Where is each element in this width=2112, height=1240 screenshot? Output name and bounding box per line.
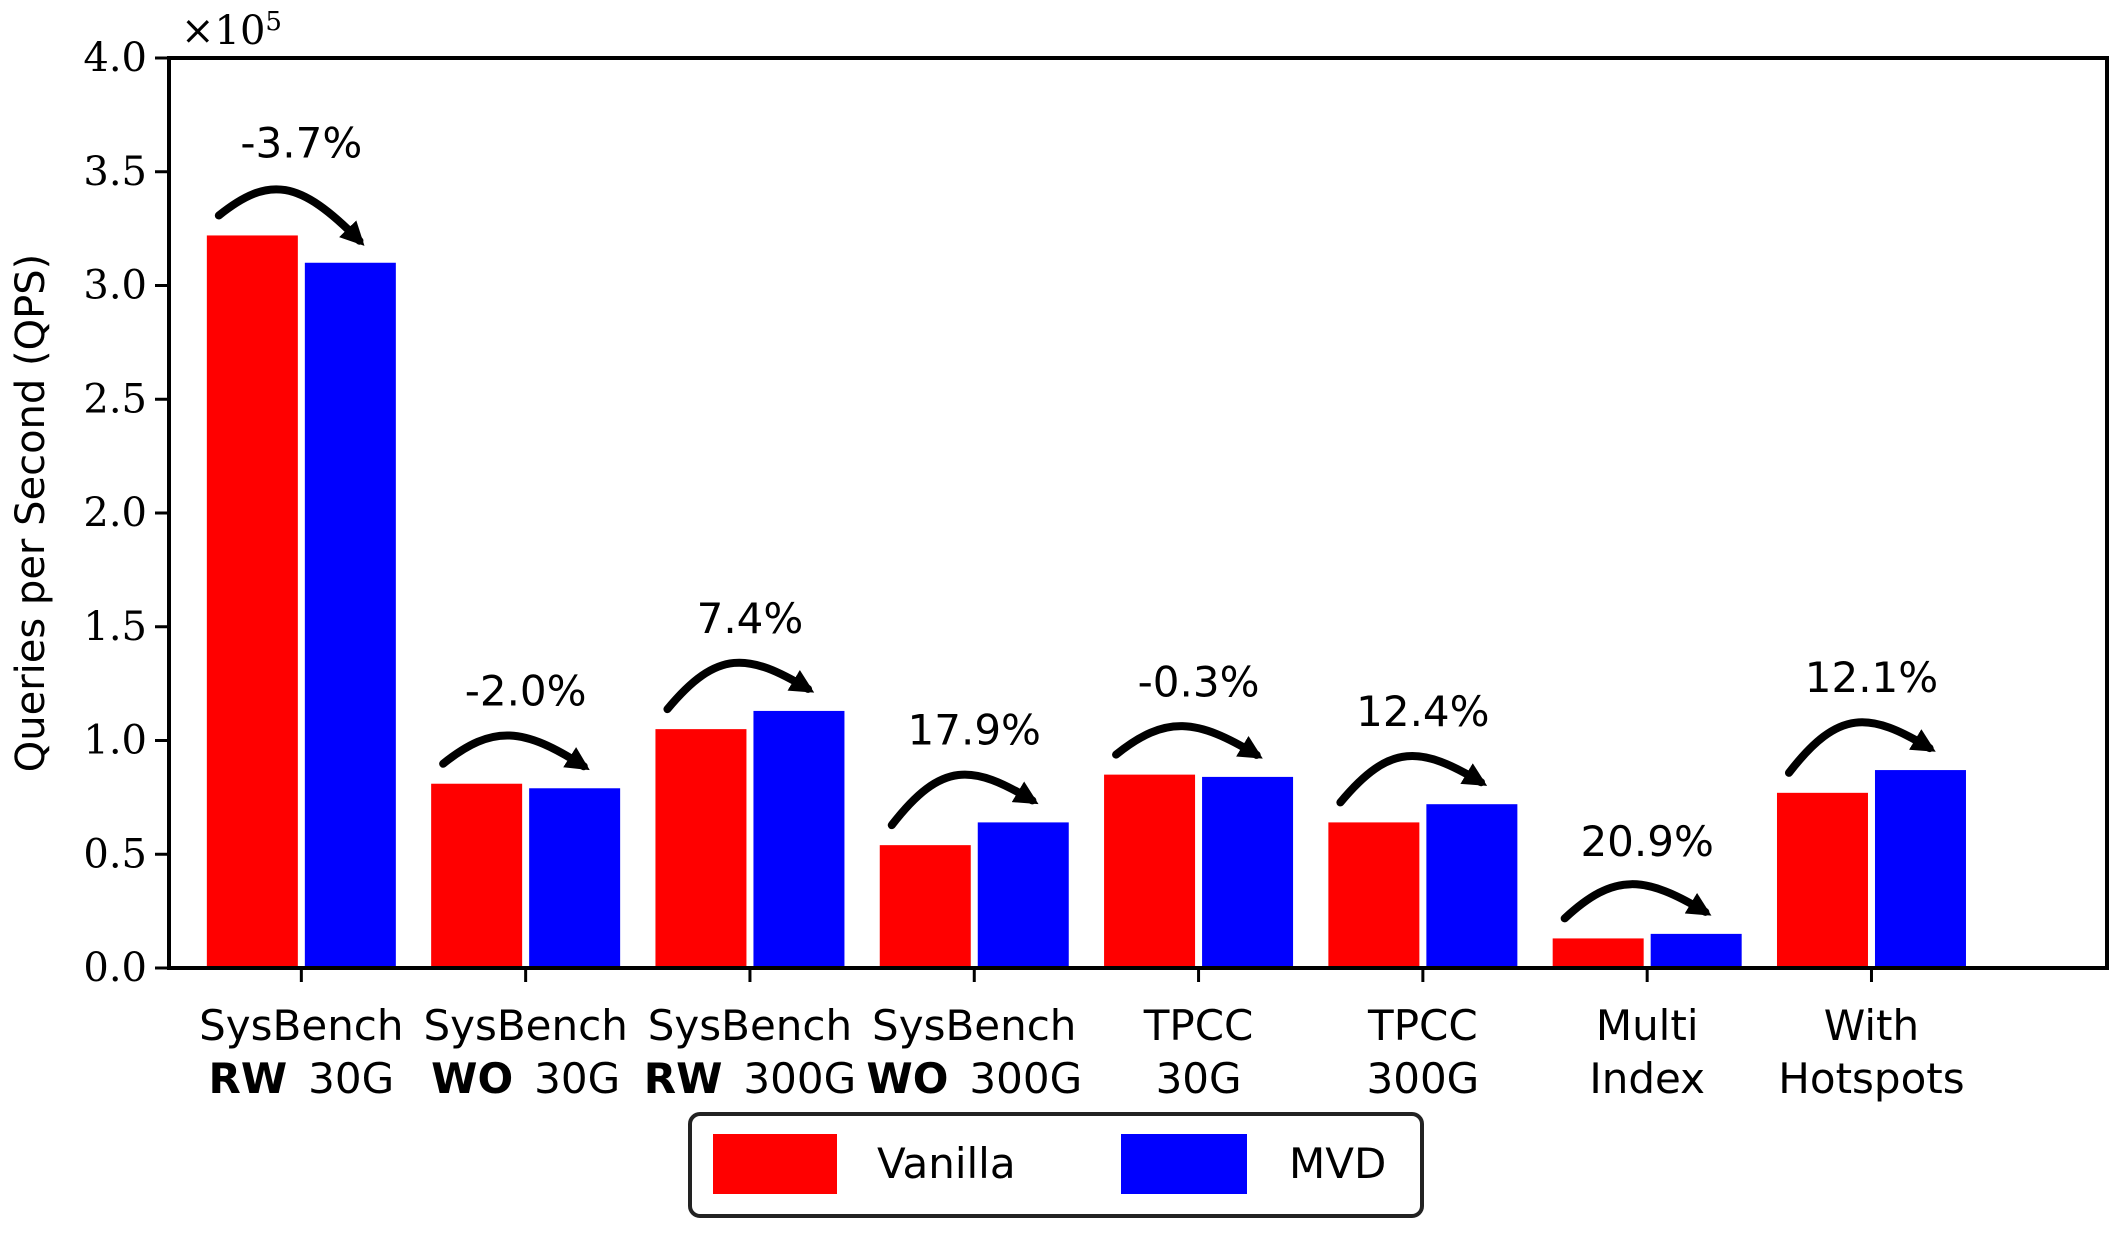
change-annotation: 17.9% [908,705,1041,754]
y-tick-label: 1.5 [83,604,147,650]
x-tick-label-line1: TPCC [1367,1001,1478,1050]
change-annotation: 12.4% [1356,687,1489,736]
legend-label-mvd: MVD [1289,1139,1386,1188]
x-tick-label-line2: Hotspots [1778,1054,1964,1103]
y-axis-label: Queries per Second (QPS) [8,254,54,772]
change-annotation: -2.0% [465,667,587,716]
legend-swatch-vanilla [713,1134,837,1194]
x-tick-label-line2: RW 300G [644,1054,856,1103]
x-tick-label-rest: 30G [513,1054,620,1103]
bar-mvd [1650,933,1742,968]
x-tick-label-rest: Hotspots [1778,1054,1964,1103]
x-tick-label-line2: 300G [1367,1054,1480,1103]
y-tick-label: 4.0 [83,35,147,81]
bar-mvd [753,710,845,968]
x-tick-label-rest: 300G [1367,1054,1480,1103]
bar-vanilla [1776,792,1868,968]
bar-mvd [1874,770,1966,968]
x-tick-label-rest: 30G [1156,1054,1242,1103]
bar-mvd [529,788,621,968]
x-tick-label-rest: 300G [948,1054,1082,1103]
change-arrow [1112,722,1263,759]
change-arrow [1784,718,1936,777]
x-tick-label-rest: Index [1589,1054,1705,1103]
y-axis: 0.0 0.5 1.0 1.5 2.0 2.5 3.0 3.5 4.0 [83,35,169,991]
x-tick-label-bold: RW [644,1054,723,1103]
change-arrow [887,770,1039,830]
change-arrow [1560,880,1712,923]
legend-swatch-mvd [1121,1134,1247,1194]
x-tick-label-line1: TPCC [1143,1001,1254,1050]
y-tick-label: 1.0 [83,718,147,764]
bar-vanilla [1552,938,1644,968]
change-annotation: 20.9% [1580,817,1713,866]
bar-mvd [1202,776,1294,968]
bar-mvd [304,262,396,968]
y-tick-label: 3.5 [83,149,147,195]
bar-vanilla [1328,822,1420,968]
change-annotation: 7.4% [697,594,804,643]
y-tick-label: 2.0 [83,490,147,536]
x-tick-label-line2: RW 30G [209,1054,395,1103]
x-tick-label-line2: WO 30G [431,1054,620,1103]
x-tick-label-bold: RW [209,1054,288,1103]
change-annotation: -0.3% [1138,658,1260,707]
y-tick-label: 2.5 [83,376,147,422]
bar-vanilla [655,729,747,968]
x-tick-label-line1: With [1824,1001,1919,1050]
x-tick-label-line1: SysBench [199,1001,403,1050]
x-tick-label-rest: 300G [722,1054,856,1103]
x-tick-label-rest: 30G [287,1054,394,1103]
x-tick-label-line1: Multi [1596,1001,1699,1050]
change-annotation: 12.1% [1805,653,1938,702]
bar-mvd [1426,804,1518,968]
legend: Vanilla MVD [688,1112,1424,1218]
y-multiplier: ×105 [181,7,282,54]
x-tick-label-line2: 30G [1156,1054,1242,1103]
x-tick-label-line1: SysBench [872,1001,1076,1050]
x-tick-label-line1: SysBench [423,1001,627,1050]
x-tick-label-line2: WO 300G [866,1054,1082,1103]
change-arrow [663,658,815,714]
y-exponent: 5 [265,7,282,37]
x-tick-label-line1: SysBench [648,1001,852,1050]
x-tick-label-line2: Index [1589,1054,1705,1103]
change-arrow [214,185,365,246]
bar-vanilla [879,845,971,968]
bar-mvd [977,822,1069,968]
x-tick-label-bold: WO [431,1054,513,1103]
bar-vanilla [1104,774,1196,968]
y-tick-label: 3.0 [83,263,147,309]
arrows-layer: -3.7% -2.0% 7.4% 17.9% -0.3% 12.4% 20.9% 12.1% [214,118,1938,923]
x-tick-label-bold: WO [866,1054,948,1103]
change-arrow [1336,752,1488,807]
bar-vanilla [431,783,523,968]
y-tick-label: 0.0 [83,945,147,991]
change-arrow [439,731,590,771]
bars-layer [206,235,1966,968]
y-tick-label: 0.5 [83,831,147,877]
legend-label-vanilla: Vanilla [877,1139,1016,1188]
change-annotation: -3.7% [240,118,362,167]
bar-vanilla [206,235,298,968]
